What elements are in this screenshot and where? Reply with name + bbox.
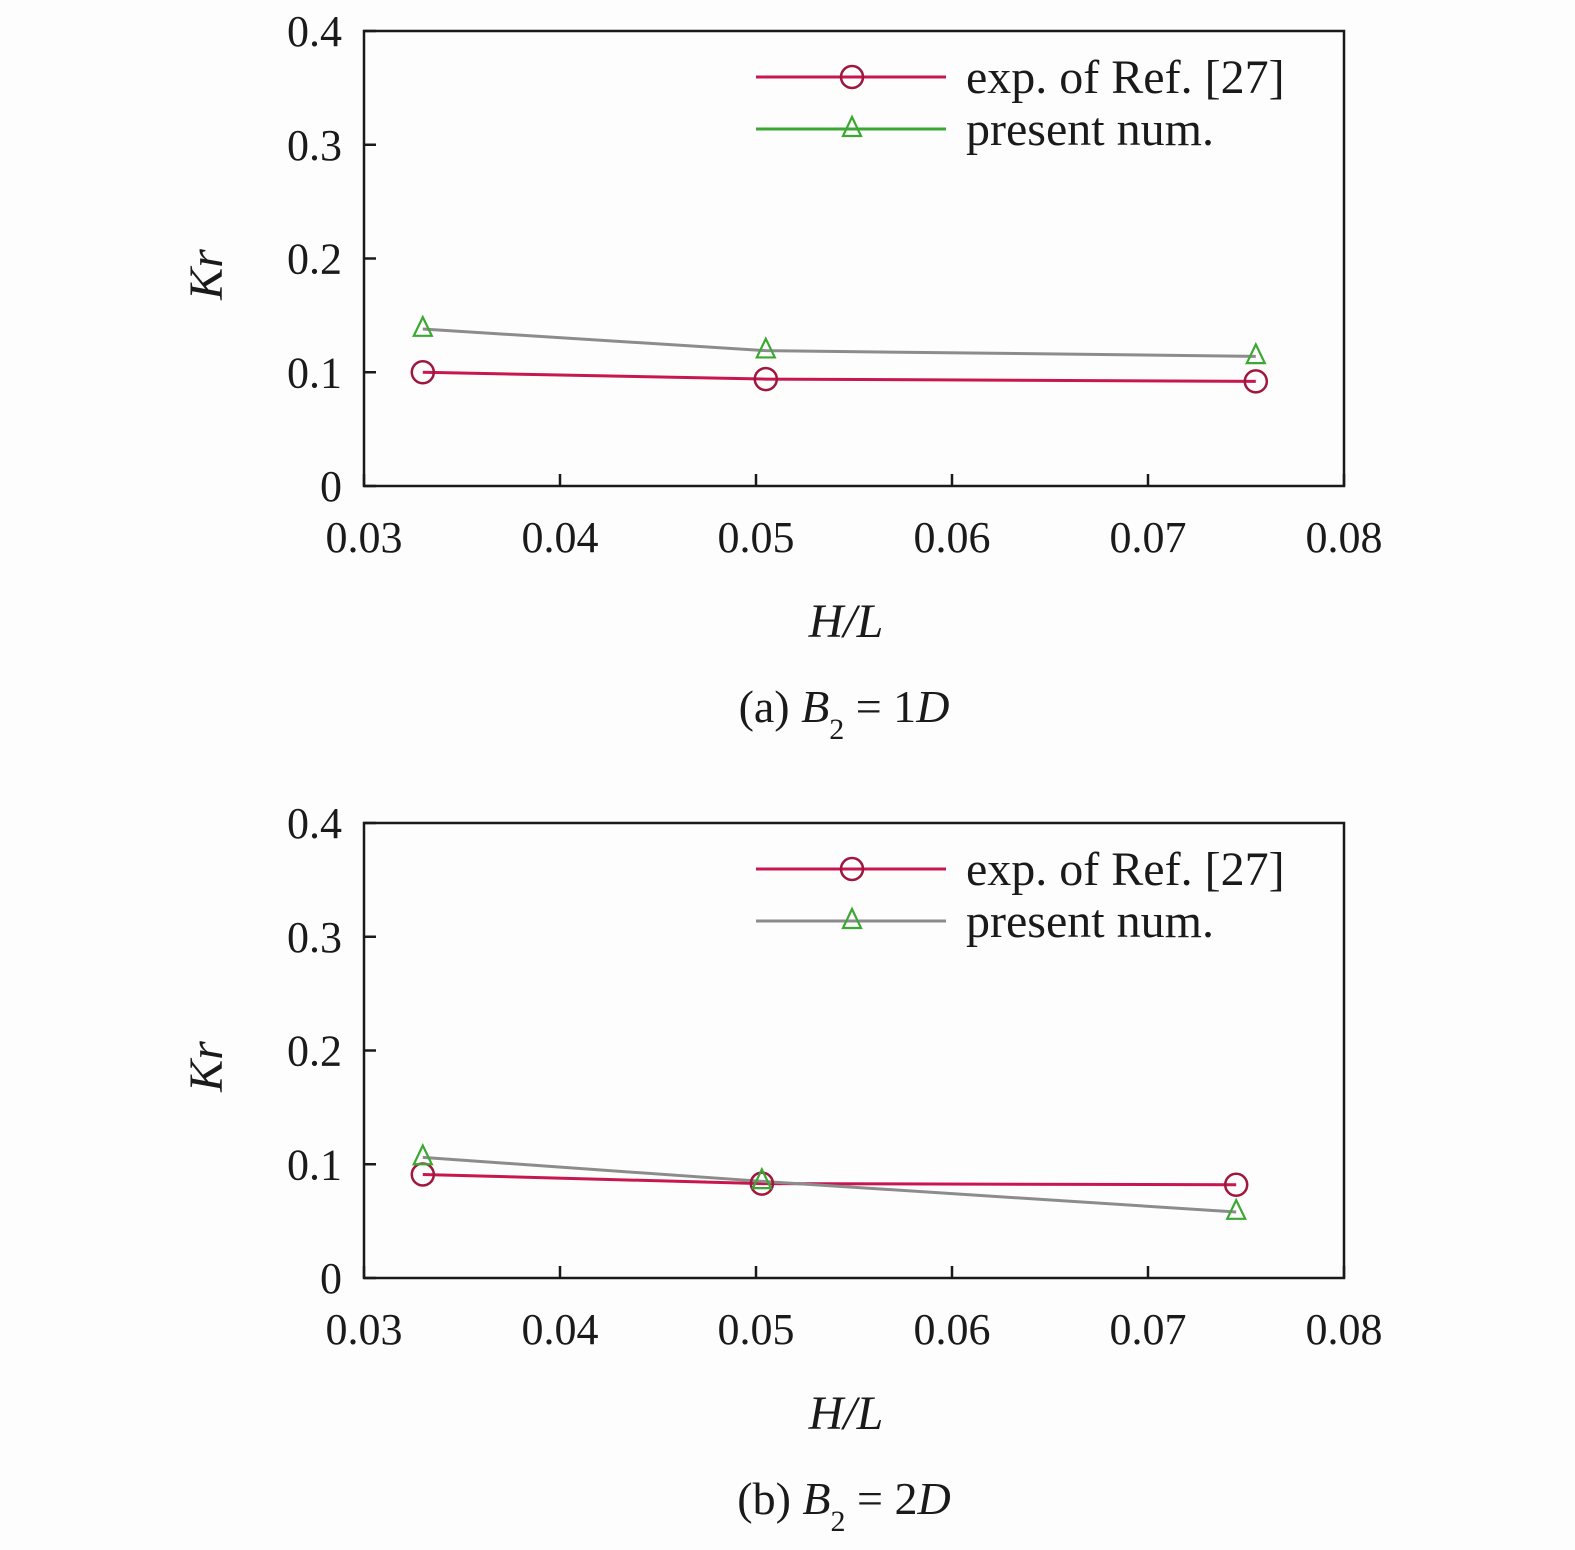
y-tick-label: 0.2: [287, 1027, 342, 1076]
caption-prefix: (a): [739, 681, 802, 732]
series-line-num: [422, 327, 1256, 358]
caption-prefix: (b): [737, 1473, 802, 1524]
y-tick-label: 0.4: [287, 799, 342, 848]
series-line-exp: [422, 1172, 1237, 1187]
chart-panel-a: 0.03 0.04 0.05 0.06 0.07 0.08 0 0.1 0.2 0.3 0.4 H/L…: [180, 7, 1383, 746]
x-tick-label: 0.04: [522, 513, 599, 562]
data-point-exp: [410, 360, 436, 385]
y-tick-label: 0: [320, 462, 342, 511]
caption-var: B: [801, 681, 829, 732]
series-line-num: [422, 1155, 1237, 1214]
legend-marker-triangle: [841, 906, 863, 930]
y-tick-label: 0.4: [287, 7, 342, 56]
chart-panel-b: 0.03 0.04 0.05 0.06 0.07 0.08 0 0.1 0.2 0.3 0.4 H/L…: [180, 799, 1383, 1538]
y-axis-title: Kr: [180, 249, 233, 301]
caption-eq: = 1: [844, 681, 916, 732]
x-tick-label: 0.07: [1110, 513, 1187, 562]
x-tick-label: 0.03: [326, 1305, 403, 1354]
y-axis-title: Kr: [180, 1041, 233, 1093]
legend-marker-circle: [839, 64, 865, 90]
x-tick-label: 0.06: [914, 513, 991, 562]
x-tick-label: 0.05: [718, 513, 795, 562]
x-tick-label: 0.08: [1306, 513, 1383, 562]
data-point-num: [1245, 341, 1267, 365]
y-tick-label: 0.3: [287, 913, 342, 962]
data-point-exp: [1223, 1172, 1249, 1197]
y-tick-label: 0.1: [287, 348, 342, 397]
y-tick-label: 0.1: [287, 1140, 342, 1189]
legend-label: exp. of Ref. [27]: [966, 843, 1285, 896]
legend-marker-circle: [839, 856, 865, 882]
x-axis-title: H/L: [808, 595, 884, 648]
x-tick-label: 0.08: [1306, 1305, 1383, 1354]
data-point-exp: [753, 366, 779, 392]
caption-unit: D: [916, 1473, 950, 1524]
caption-sub: 2: [831, 1505, 846, 1538]
x-axis-title: H/L: [808, 1387, 884, 1440]
series-line-exp: [422, 370, 1256, 383]
x-tick-label: 0.04: [522, 1305, 599, 1354]
caption-eq: = 2: [846, 1473, 918, 1524]
data-point-exp: [749, 1171, 775, 1196]
x-tick-label: 0.07: [1110, 1305, 1187, 1354]
legend-label: present num.: [966, 895, 1214, 948]
legend-label: present num.: [966, 103, 1214, 156]
legend-marker-triangle: [841, 114, 863, 138]
caption-unit: D: [915, 681, 949, 732]
data-point-num: [755, 336, 777, 359]
data-point-num: [412, 1142, 434, 1166]
panel-caption: (b) B2 = 2D: [737, 1473, 950, 1538]
data-point-num: [751, 1166, 773, 1190]
y-tick-label: 0: [320, 1254, 342, 1303]
legend-label: exp. of Ref. [27]: [966, 51, 1285, 104]
data-point-exp: [1243, 369, 1269, 394]
y-tick-label: 0.2: [287, 235, 342, 284]
caption-var: B: [802, 1473, 830, 1524]
caption-sub: 2: [829, 713, 844, 746]
panel-caption: (a) B2 = 1D: [739, 681, 950, 746]
x-tick-label: 0.05: [718, 1305, 795, 1354]
x-tick-label: 0.03: [326, 513, 403, 562]
y-tick-label: 0.3: [287, 121, 342, 170]
data-point-num: [412, 314, 434, 337]
x-tick-label: 0.06: [914, 1305, 991, 1354]
data-point-num: [1225, 1197, 1247, 1220]
